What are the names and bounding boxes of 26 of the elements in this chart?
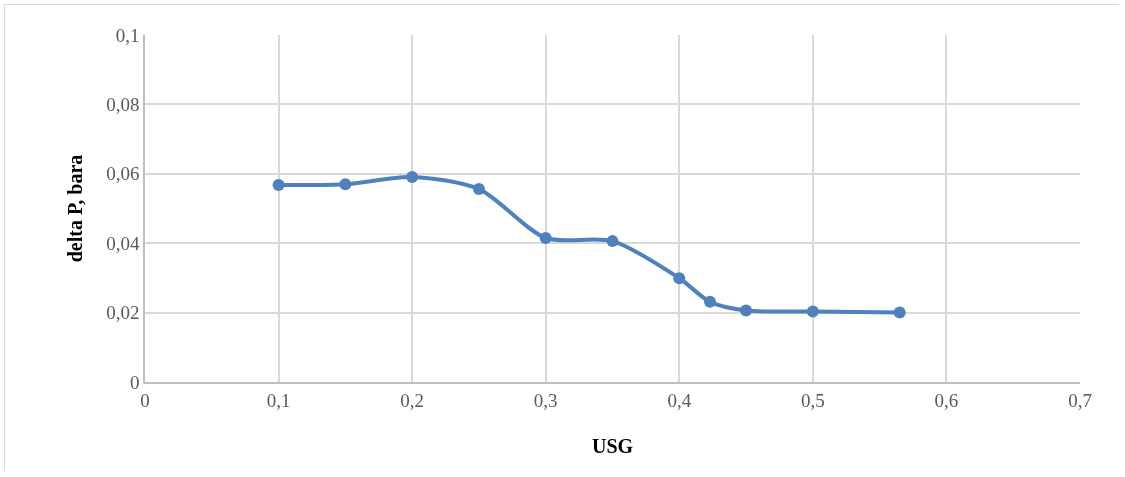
y-tick-label: 0,1	[115, 24, 140, 46]
point	[740, 304, 753, 317]
point	[539, 232, 552, 244]
point	[472, 183, 485, 196]
x-tick-label: 0,6	[934, 389, 959, 411]
x-tick-label: 0,7	[1068, 389, 1092, 411]
y-tick-label: 0,08	[106, 94, 140, 116]
x-tick-label: 0,3	[533, 389, 558, 411]
x-axis-title: USG	[591, 434, 634, 457]
x-tick-label: 0,1	[266, 389, 291, 411]
y-tick-label: 0,02	[106, 302, 140, 324]
point	[893, 306, 906, 319]
point	[272, 178, 285, 191]
x-tick-label: 0,2	[400, 389, 425, 411]
point	[406, 170, 419, 183]
x-tick-label: 0,5	[800, 389, 825, 411]
y-axis-title: delta P, bara	[64, 154, 87, 263]
y-tick-label: 0,04	[106, 232, 140, 254]
x-tick-label: 0,4	[667, 389, 692, 411]
point	[673, 272, 686, 285]
y-tick-label: 0,06	[106, 163, 140, 185]
point	[806, 305, 819, 318]
point	[339, 178, 352, 191]
point	[704, 295, 717, 308]
y-tick-label: 0	[129, 371, 140, 393]
point	[606, 235, 619, 248]
